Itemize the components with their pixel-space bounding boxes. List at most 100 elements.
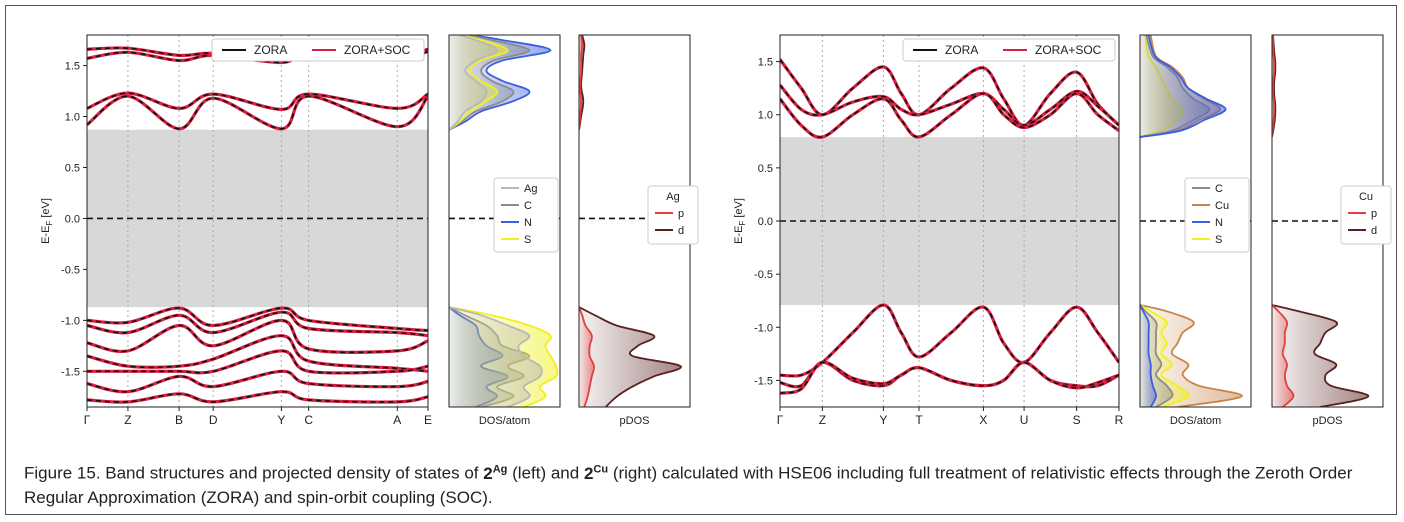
band-zora-line (87, 370, 428, 393)
legend-label-p: p (678, 208, 684, 220)
legend-label-N: N (1215, 217, 1223, 229)
band-zora-line (87, 95, 428, 130)
band-zora-line (87, 350, 428, 374)
band-soc-line (87, 349, 428, 375)
k-point-label: E (424, 413, 432, 427)
legend-label-C: C (1215, 183, 1223, 195)
y-tick-label: -0.5 (754, 269, 773, 281)
dos-line-p (579, 35, 584, 130)
band-soc-line (87, 94, 428, 131)
band-soc-line (87, 390, 428, 404)
figure-caption: Figure 15. Band structures and projected… (24, 457, 1384, 510)
band-zora-line (87, 319, 428, 354)
figure-frame (5, 5, 1397, 515)
x-axis-label: pDOS (1313, 415, 1343, 427)
legend-label-soc: ZORA+SOC (1035, 43, 1102, 57)
dos-area-p (579, 35, 583, 130)
k-point-label: X (979, 413, 987, 427)
compound-cu-label: 2Cu (583, 463, 609, 483)
k-point-label: U (1020, 413, 1029, 427)
dos_Cu: DOS/atom C Cu NS (1139, 34, 1252, 427)
dos-line-p (1272, 304, 1295, 407)
legend-label-zora: ZORA (254, 43, 287, 57)
legend-label-S: S (524, 234, 531, 246)
dos-area-Ag (449, 35, 498, 130)
dos-area-d (1272, 305, 1369, 407)
band-zora-line (87, 390, 428, 403)
band-zora-line (780, 304, 1119, 377)
band-zora-line (87, 47, 428, 61)
dos-legend: Ag pd (647, 185, 699, 245)
legend-label-d: d (678, 225, 684, 237)
k-point-label: Γ (777, 413, 784, 427)
axes-frame (448, 34, 561, 408)
band-soc-line (87, 318, 428, 354)
pdos_Cu: pDOS Cu pd (1271, 34, 1392, 427)
dos-legend: Cu pd (1340, 185, 1392, 245)
x-axis-label: DOS/atom (1170, 415, 1221, 427)
dos-area-d (579, 307, 681, 407)
legend-box (1184, 177, 1250, 253)
y-tick-label: 0.0 (758, 216, 773, 228)
dos-line-Ag (449, 35, 499, 131)
legend-label-zora: ZORA (945, 43, 978, 57)
legend-label-soc: ZORA+SOC (344, 43, 411, 57)
axes-frame (86, 34, 429, 408)
k-point-label: Y (277, 413, 285, 427)
band-soc-line (87, 369, 428, 394)
y-tick-label: -1.5 (754, 375, 773, 387)
y-tick-label: 0.0 (65, 213, 80, 225)
y-tick-label: -1.0 (754, 322, 773, 334)
y-tick-label: -1.5 (61, 366, 80, 378)
dos-line-Ag (449, 306, 543, 407)
k-point-label: C (304, 413, 313, 427)
legend-label-Cu: Cu (1215, 200, 1229, 212)
dos-area-N (1140, 35, 1226, 137)
dos-line-d (1272, 304, 1370, 407)
band-zora-line (780, 361, 1119, 394)
dos-line-p (1272, 35, 1276, 138)
axes-frame (1139, 34, 1252, 408)
k-point-label: Z (819, 413, 826, 427)
y-tick-label: 1.0 (758, 110, 773, 122)
band-zora-line (87, 307, 428, 332)
dos-areas (449, 35, 559, 407)
dos-areas (1140, 35, 1243, 407)
caption-suffix: (right) calculated with HSE06 including … (24, 463, 1353, 507)
band-zora-line (780, 92, 1119, 139)
band-zora-line (780, 58, 1119, 127)
k-point-label: Z (124, 413, 131, 427)
dos-areas (579, 35, 682, 407)
x-axis-label: DOS/atom (479, 415, 530, 427)
dos-line-S (449, 35, 509, 131)
band-soc-line (87, 91, 428, 112)
legend-label-d: d (1371, 225, 1377, 237)
dos-line-S (449, 306, 559, 407)
band-zora-line (780, 84, 1119, 127)
y-tick-label: 0.5 (758, 163, 773, 175)
dos-line-N (1140, 304, 1157, 407)
band-zora-line (87, 311, 428, 337)
y-tick-label: 1.0 (65, 112, 80, 124)
legend-title: Ag (666, 191, 679, 203)
x-axis-label: pDOS (620, 415, 650, 427)
k-point-label: S (1073, 413, 1081, 427)
caption-prefix: Figure 15. Band structures and projected… (24, 463, 484, 483)
k-point-label: B (175, 413, 183, 427)
caption-mid: (left) and (507, 463, 584, 483)
k-point-label: R (1115, 413, 1124, 427)
y-tick-label: 1.5 (758, 57, 773, 69)
k-point-label: Y (879, 413, 887, 427)
legend-label-C: C (524, 200, 532, 212)
band-soc-line (780, 91, 1119, 139)
dos-legend: Ag CNS (493, 177, 559, 253)
dos-line-N (1140, 35, 1227, 138)
band_structure_Ag: -1.5 -1.0 -0.5 0.0 0.5 1.0 1.5 Γ Z B D Y C A E E-EF [eV… (40, 34, 432, 427)
dos_Ag: DOS/atom Ag CNS (448, 34, 561, 427)
dos-area-Ag (449, 307, 542, 407)
legend-label-Ag: Ag (524, 183, 537, 195)
y-tick-label: 1.5 (65, 61, 80, 73)
dos-line-d (1272, 35, 1277, 138)
y-tick-label: 0.5 (65, 162, 80, 174)
pdos_Ag: pDOS Ag pd (578, 34, 699, 427)
